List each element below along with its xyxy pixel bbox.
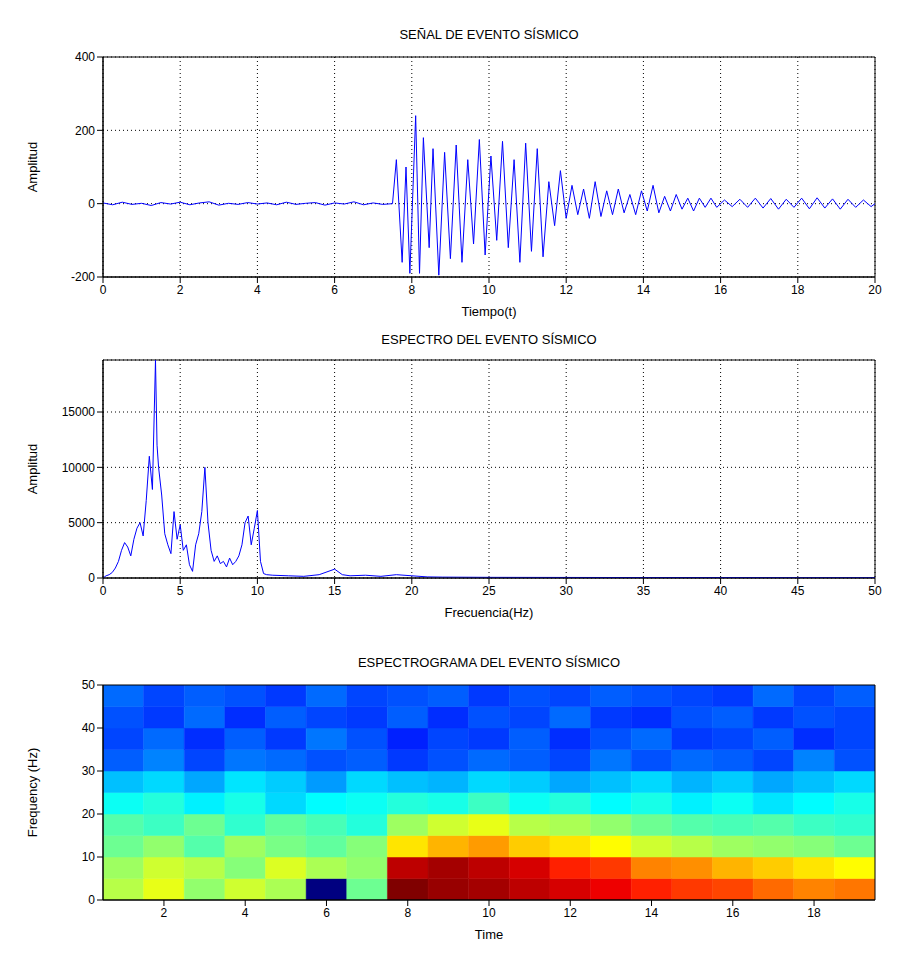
svg-text:8: 8: [408, 283, 415, 297]
svg-text:45: 45: [791, 584, 805, 598]
svg-text:25: 25: [482, 584, 496, 598]
svg-text:30: 30: [82, 764, 96, 778]
svg-text:Tiempo(t): Tiempo(t): [461, 304, 516, 319]
svg-text:16: 16: [714, 283, 728, 297]
svg-text:Frecuencia(Hz): Frecuencia(Hz): [445, 605, 534, 620]
svg-text:0: 0: [88, 197, 95, 211]
svg-text:50: 50: [82, 678, 96, 692]
svg-text:10: 10: [482, 283, 496, 297]
html-text:ESPECTROGRAMA DEL EVENTO SÍSMI: ESPECTROGRAMA DEL EVENTO SÍSMICO: [357, 655, 621, 670]
svg-text:10000: 10000: [62, 461, 96, 475]
svg-text:200: 200: [75, 124, 95, 138]
svg-text:8: 8: [404, 906, 411, 920]
svg-text:6: 6: [331, 283, 338, 297]
svg-text:Time: Time: [475, 927, 503, 942]
html-text:SEÑAL DE EVENTO SÍSMICO: SEÑAL DE EVENTO SÍSMICO: [399, 27, 579, 42]
svg-text:400: 400: [75, 50, 95, 64]
svg-text:4: 4: [242, 906, 249, 920]
svg-text:16: 16: [726, 906, 740, 920]
svg-text:14: 14: [645, 906, 659, 920]
svg-text:Amplitud: Amplitud: [25, 444, 40, 495]
html-text:ESPECTRO DEL EVENTO SÍSMICO: ESPECTRO DEL EVENTO SÍSMICO: [381, 332, 597, 347]
svg-text:5000: 5000: [68, 516, 95, 530]
svg-text:20: 20: [405, 584, 419, 598]
svg-text:15000: 15000: [62, 405, 96, 419]
svg-text:6: 6: [323, 906, 330, 920]
svg-text:0: 0: [88, 893, 95, 907]
svg-text:20: 20: [82, 807, 96, 821]
svg-text:12: 12: [564, 906, 578, 920]
svg-text:20: 20: [868, 283, 882, 297]
svg-text:40: 40: [82, 721, 96, 735]
svg-text:2: 2: [161, 906, 168, 920]
svg-text:0: 0: [100, 283, 107, 297]
svg-text:-200: -200: [71, 270, 95, 284]
svg-text:0: 0: [100, 584, 107, 598]
svg-text:10: 10: [82, 850, 96, 864]
svg-text:50: 50: [868, 584, 882, 598]
svg-text:4: 4: [254, 283, 261, 297]
svg-text:18: 18: [807, 906, 821, 920]
svg-text:5: 5: [177, 584, 184, 598]
svg-text:40: 40: [714, 584, 728, 598]
svg-text:10: 10: [482, 906, 496, 920]
svg-text:35: 35: [637, 584, 651, 598]
svg-text:0: 0: [88, 571, 95, 585]
svg-text:12: 12: [560, 283, 574, 297]
svg-text:14: 14: [637, 283, 651, 297]
svg-text:30: 30: [560, 584, 574, 598]
svg-text:18: 18: [791, 283, 805, 297]
svg-text:10: 10: [251, 584, 265, 598]
svg-text:2: 2: [177, 283, 184, 297]
svg-text:Frequency (Hz): Frequency (Hz): [25, 748, 40, 838]
svg-text:Amplitud: Amplitud: [25, 142, 40, 193]
svg-text:15: 15: [328, 584, 342, 598]
